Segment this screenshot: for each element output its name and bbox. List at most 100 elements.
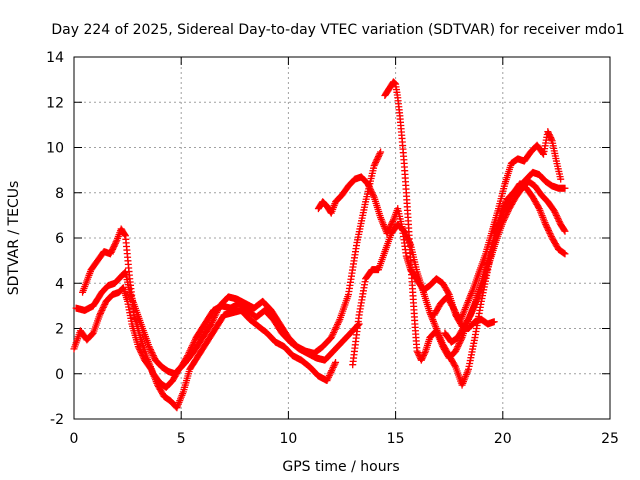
data-point	[334, 320, 342, 328]
data-point	[372, 159, 380, 167]
data-point	[98, 306, 106, 314]
data-point	[328, 367, 336, 375]
y-axis: -2 0 2 4 6 8 10 12 14	[46, 50, 610, 428]
data-point	[106, 250, 114, 258]
data-point	[335, 317, 343, 325]
data-point	[543, 223, 551, 231]
data-point	[451, 307, 459, 315]
y-axis-label: SDTVAR / TECUs	[6, 181, 22, 296]
y-tick-label: 6	[55, 231, 64, 247]
y-tick-label: 4	[55, 276, 64, 292]
data-point	[534, 203, 542, 211]
data-point	[449, 304, 457, 312]
data-point	[387, 220, 395, 228]
data-point	[545, 228, 553, 236]
data-point	[146, 346, 154, 354]
data-point	[207, 320, 215, 328]
data-point	[99, 305, 107, 313]
data-point	[456, 338, 464, 346]
data-point	[99, 303, 107, 311]
x-tick-label: 10	[279, 431, 297, 447]
data-point	[546, 229, 554, 237]
data-point	[560, 226, 568, 234]
data-point	[553, 213, 561, 221]
data-point	[108, 247, 116, 255]
data-point	[390, 79, 398, 87]
data-point	[557, 175, 565, 183]
data-point	[212, 310, 220, 318]
x-tick-label: 15	[387, 431, 405, 447]
data-point	[454, 343, 462, 351]
data-point	[121, 231, 129, 239]
data-point	[561, 184, 569, 192]
data-point	[374, 153, 382, 161]
data-point	[330, 327, 338, 335]
data-point	[555, 216, 563, 224]
series-track-3	[79, 148, 385, 391]
data-point	[326, 370, 334, 378]
data-point	[552, 211, 560, 219]
data-point	[544, 225, 552, 233]
data-point	[324, 375, 332, 383]
data-point	[452, 347, 460, 355]
data-point	[542, 222, 550, 230]
data-point	[329, 330, 337, 338]
data-point	[136, 347, 144, 355]
data-point	[555, 217, 563, 225]
data-point	[502, 211, 510, 219]
data-point	[388, 219, 396, 227]
data-point	[329, 363, 337, 371]
data-point	[451, 362, 459, 370]
data-point	[403, 233, 411, 241]
y-tick-label: 2	[55, 322, 64, 338]
data-point	[561, 250, 569, 258]
data-point	[332, 324, 340, 332]
data-point	[332, 358, 340, 366]
data-point	[211, 312, 219, 320]
data-point	[502, 212, 510, 220]
data-point	[325, 373, 333, 381]
data-point	[100, 302, 108, 310]
y-tick-label: 0	[55, 367, 64, 383]
data-point	[111, 241, 119, 249]
data-point	[150, 353, 158, 361]
data-point	[210, 315, 218, 323]
data-point	[452, 346, 460, 354]
data-point	[328, 365, 336, 373]
data-point	[554, 214, 562, 222]
data-point	[111, 239, 119, 247]
data-point	[373, 156, 381, 164]
data-point	[500, 217, 508, 225]
data-point	[542, 220, 550, 228]
data-point	[208, 318, 216, 326]
y-tick-label: 14	[46, 50, 64, 66]
x-axis-label: GPS time / hours	[282, 459, 399, 475]
data-point	[147, 347, 155, 355]
data-point	[402, 230, 410, 238]
data-point	[330, 329, 338, 337]
data-point	[490, 318, 498, 326]
data-point	[145, 343, 153, 351]
data-point	[376, 150, 384, 158]
data-point	[148, 349, 156, 357]
data-point	[368, 189, 376, 197]
data-point	[112, 238, 120, 246]
data-point	[109, 244, 117, 252]
data-point	[546, 132, 554, 140]
data-point	[453, 312, 461, 320]
data-point	[547, 134, 555, 142]
series-track-8	[441, 177, 569, 346]
data-point	[101, 300, 109, 308]
data-point	[499, 218, 507, 226]
y-tick-label: -2	[50, 412, 64, 428]
data-point	[452, 310, 460, 318]
data-point	[327, 368, 335, 376]
data-point	[552, 210, 560, 218]
x-axis: 0 5 10 15 20 25	[70, 57, 619, 447]
data-point	[97, 308, 105, 316]
y-tick-label: 8	[55, 186, 64, 202]
data-point	[450, 306, 458, 314]
data-point	[452, 309, 460, 317]
data-point	[419, 352, 427, 360]
data-point	[455, 340, 463, 348]
